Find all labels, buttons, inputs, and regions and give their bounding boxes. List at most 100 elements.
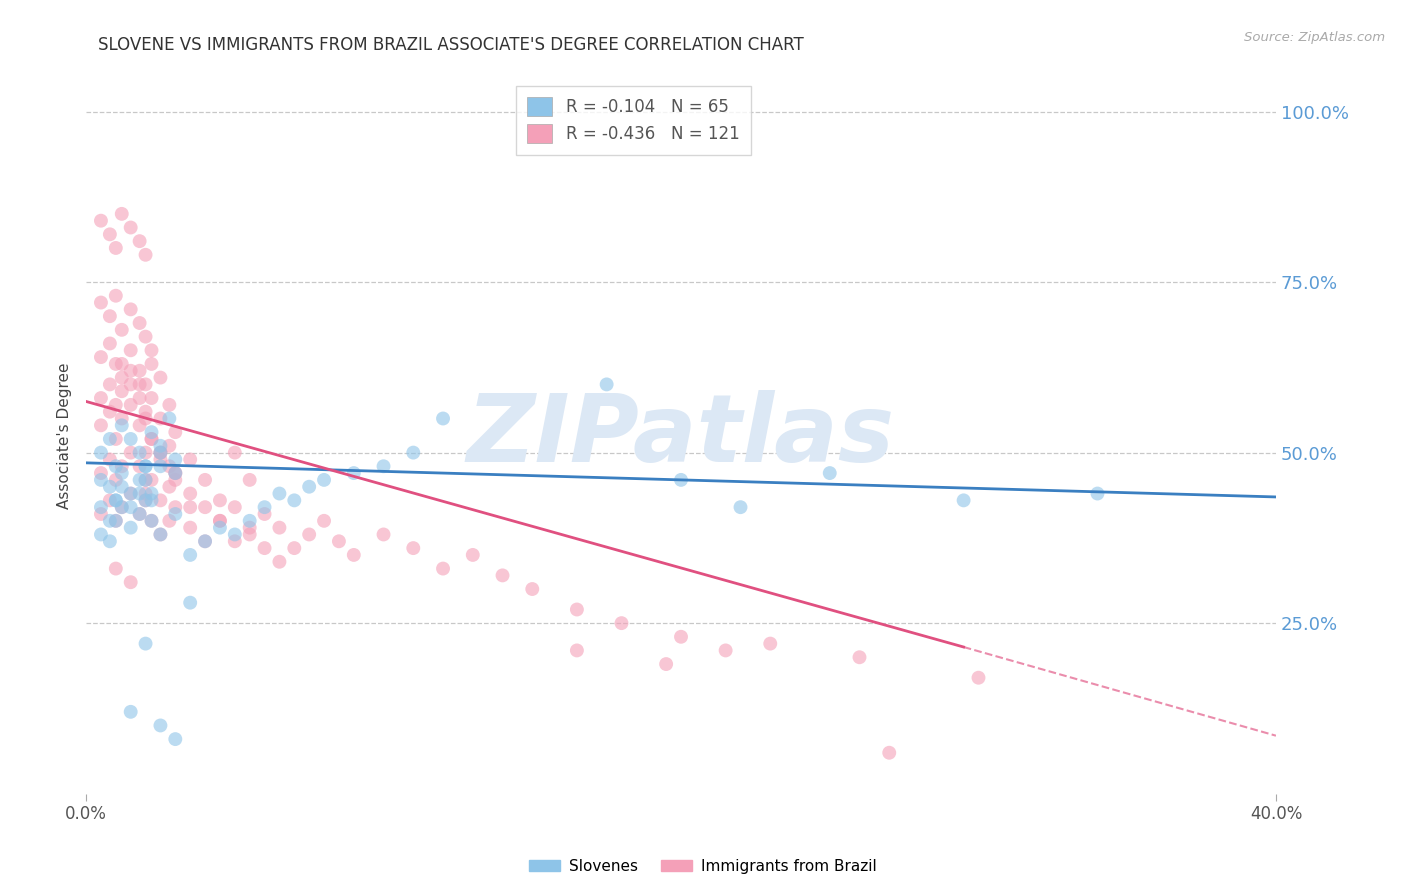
Point xyxy=(253,541,276,555)
Point xyxy=(120,343,142,358)
Point xyxy=(135,329,157,343)
Point xyxy=(149,445,172,459)
Point xyxy=(141,432,163,446)
Point xyxy=(165,466,187,480)
Point xyxy=(120,398,142,412)
Point xyxy=(283,541,305,555)
Point xyxy=(402,541,425,555)
Point xyxy=(343,466,366,480)
Point xyxy=(141,343,163,358)
Point xyxy=(98,452,121,467)
Point xyxy=(98,377,121,392)
Point xyxy=(655,657,678,671)
Point xyxy=(98,480,121,494)
Point xyxy=(104,432,127,446)
Point xyxy=(165,466,187,480)
Point xyxy=(157,459,180,474)
Point xyxy=(165,425,187,439)
Point xyxy=(848,650,870,665)
Point xyxy=(135,493,157,508)
Point xyxy=(343,548,366,562)
Point xyxy=(224,500,246,515)
Point xyxy=(120,445,142,459)
Point xyxy=(759,637,782,651)
Point xyxy=(149,445,172,459)
Point xyxy=(128,507,150,521)
Point xyxy=(373,459,395,474)
Point xyxy=(194,500,217,515)
Point xyxy=(165,732,187,747)
Point xyxy=(165,452,187,467)
Point xyxy=(312,473,335,487)
Point xyxy=(120,500,142,515)
Point xyxy=(461,548,484,562)
Point xyxy=(818,466,841,480)
Point xyxy=(328,534,350,549)
Point xyxy=(149,370,172,384)
Point xyxy=(98,493,121,508)
Point xyxy=(149,439,172,453)
Point xyxy=(128,377,150,392)
Point xyxy=(253,507,276,521)
Point xyxy=(283,493,305,508)
Point xyxy=(208,493,231,508)
Point xyxy=(141,514,163,528)
Point xyxy=(90,213,112,227)
Point xyxy=(104,514,127,528)
Point xyxy=(208,521,231,535)
Point xyxy=(208,514,231,528)
Point xyxy=(141,493,163,508)
Point xyxy=(90,391,112,405)
Point xyxy=(128,234,150,248)
Point xyxy=(135,445,157,459)
Point xyxy=(610,616,633,631)
Point xyxy=(135,377,157,392)
Point xyxy=(90,473,112,487)
Legend: Slovenes, Immigrants from Brazil: Slovenes, Immigrants from Brazil xyxy=(523,853,883,880)
Point xyxy=(194,534,217,549)
Point xyxy=(104,459,127,474)
Point xyxy=(111,370,134,384)
Point xyxy=(224,445,246,459)
Point xyxy=(179,521,201,535)
Point xyxy=(128,459,150,474)
Legend: R = -0.104   N = 65, R = -0.436   N = 121: R = -0.104 N = 65, R = -0.436 N = 121 xyxy=(516,86,751,155)
Point xyxy=(149,493,172,508)
Point xyxy=(402,445,425,459)
Point xyxy=(104,357,127,371)
Point xyxy=(141,486,163,500)
Point xyxy=(120,364,142,378)
Point xyxy=(120,705,142,719)
Point xyxy=(714,643,737,657)
Point xyxy=(179,596,201,610)
Point xyxy=(128,316,150,330)
Point xyxy=(165,473,187,487)
Point xyxy=(90,507,112,521)
Point xyxy=(149,459,172,474)
Point xyxy=(157,439,180,453)
Point xyxy=(165,507,187,521)
Point xyxy=(269,555,291,569)
Point xyxy=(111,500,134,515)
Point xyxy=(179,500,201,515)
Point xyxy=(98,227,121,242)
Point xyxy=(194,534,217,549)
Point xyxy=(157,514,180,528)
Point xyxy=(135,459,157,474)
Point xyxy=(120,486,142,500)
Point xyxy=(104,241,127,255)
Point xyxy=(179,486,201,500)
Point xyxy=(141,514,163,528)
Point xyxy=(224,527,246,541)
Point xyxy=(90,418,112,433)
Y-axis label: Associate's Degree: Associate's Degree xyxy=(58,362,72,508)
Point xyxy=(98,309,121,323)
Point xyxy=(432,411,454,425)
Point xyxy=(128,445,150,459)
Point xyxy=(98,432,121,446)
Point xyxy=(128,486,150,500)
Point xyxy=(298,527,321,541)
Point xyxy=(269,486,291,500)
Point xyxy=(111,480,134,494)
Point xyxy=(135,493,157,508)
